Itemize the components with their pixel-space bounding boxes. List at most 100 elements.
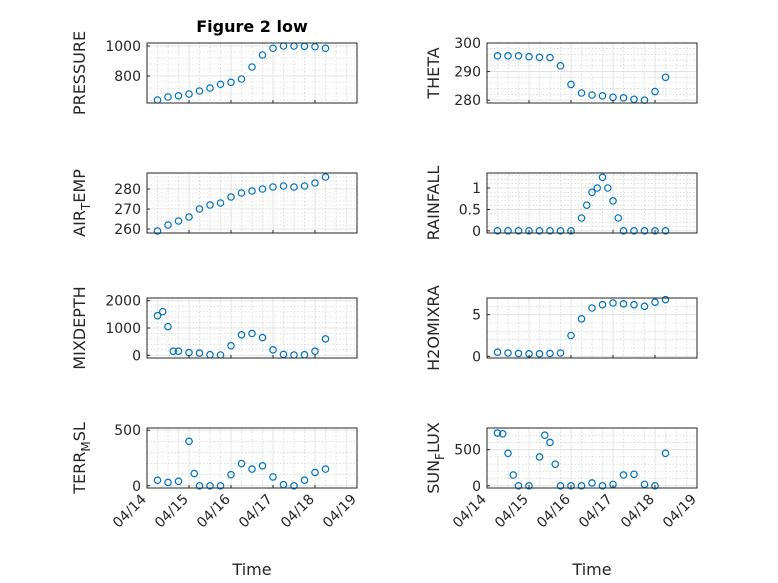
x-tick-label: 04/15 (152, 492, 192, 532)
y-tick-label: 1 (472, 181, 481, 197)
y-axis-label-main: AIR (70, 210, 89, 237)
data-point (619, 227, 628, 235)
y-axis-label-main: TERR (70, 452, 89, 495)
data-point (269, 473, 277, 481)
data-point (493, 227, 502, 235)
axes-background (486, 42, 698, 104)
x-tick-label: 04/19 (320, 492, 360, 532)
data-point (237, 331, 246, 339)
data-point (598, 482, 607, 490)
axes-background (486, 297, 698, 359)
y-tick-label: 800 (114, 69, 141, 85)
y-axis-label-subscript: M (79, 441, 93, 451)
data-point (598, 300, 607, 309)
y-tick-label: 1000 (105, 321, 141, 337)
y-tick-label: 270 (114, 202, 141, 218)
data-point (609, 197, 617, 205)
data-point (535, 227, 544, 235)
data-point (619, 300, 628, 308)
data-point (577, 315, 586, 323)
data-point (661, 227, 670, 235)
data-point (216, 481, 225, 490)
data-point (311, 468, 319, 477)
data-point (588, 304, 596, 312)
data-point (630, 227, 638, 235)
data-point (164, 93, 172, 101)
x-tick-label: 04/17 (236, 492, 276, 532)
data-point (195, 87, 204, 95)
data-point (258, 185, 267, 193)
figure-title: Figure 2 low (196, 17, 308, 36)
y-axis-label: H2OMIXRA (424, 285, 443, 371)
data-point (190, 469, 199, 478)
data-point (269, 44, 277, 53)
data-point (185, 90, 193, 98)
data-point (321, 44, 330, 53)
data-point (248, 187, 256, 195)
data-point (661, 295, 670, 304)
y-axis-label: AIRTEMP (70, 169, 93, 237)
y-axis-label-subscript: F (433, 453, 447, 460)
data-point (640, 302, 649, 311)
data-point (185, 213, 193, 221)
data-point (651, 87, 659, 96)
data-point (164, 478, 172, 487)
y-tick-label: 0.5 (459, 202, 481, 218)
y-axis-label: MIXDEPTH (70, 286, 89, 369)
data-point (567, 227, 575, 235)
data-point (153, 476, 162, 485)
data-point (237, 75, 246, 83)
data-point (504, 52, 512, 60)
data-point (248, 465, 256, 473)
data-point (546, 53, 554, 62)
data-point (661, 449, 670, 458)
y-tick-label: 300 (454, 36, 481, 52)
y-tick-label: 2000 (105, 294, 141, 310)
data-point (237, 189, 246, 197)
data-point (269, 183, 277, 191)
x-tick-label: 04/17 (576, 492, 616, 532)
data-point (174, 92, 183, 100)
data-point (174, 477, 183, 486)
data-point (514, 349, 523, 358)
data-point (535, 350, 544, 358)
axes-frame (486, 42, 698, 104)
subplot-rainfall: 0 0.5 1 RAINFALL (424, 166, 698, 241)
data-point (174, 347, 183, 355)
data-point (206, 84, 214, 92)
y-tick-label: 500 (114, 423, 141, 439)
data-point (588, 91, 596, 99)
y-tick-label: 0 (472, 479, 481, 495)
data-point (577, 214, 586, 222)
y-tick-label: 260 (114, 222, 141, 238)
axes-frame (146, 42, 358, 104)
data-point (227, 78, 235, 87)
data-point (311, 179, 319, 187)
data-point (619, 471, 628, 479)
data-point (227, 341, 235, 350)
y-axis-label-subscript: T (79, 202, 93, 211)
data-point (504, 449, 512, 458)
x-axis-label: Time (231, 560, 271, 579)
y-axis-label-rest: EMP (70, 169, 89, 203)
data-point (216, 199, 225, 207)
data-point (609, 299, 617, 307)
y-tick-label: 0 (472, 349, 481, 365)
y-tick-label: 500 (454, 443, 481, 459)
data-point (185, 437, 193, 446)
subplot-h2omixra: 0 5 H2OMIXRA (424, 285, 698, 371)
data-point (227, 193, 235, 201)
subplot-pressure: 800 1000 PRESSURE Figure 2 low (70, 17, 358, 115)
y-axis-label: RAINFALL (424, 166, 443, 241)
axes-background (486, 427, 698, 489)
y-tick-label: 1000 (105, 39, 141, 55)
data-point (525, 227, 533, 235)
data-point (556, 227, 565, 235)
data-point (577, 482, 586, 490)
data-point (258, 51, 267, 59)
y-tick-label: 0 (472, 224, 481, 240)
data-point (551, 460, 560, 468)
data-point (630, 95, 638, 104)
data-point (195, 481, 204, 490)
x-axis-label: Time (571, 560, 611, 579)
